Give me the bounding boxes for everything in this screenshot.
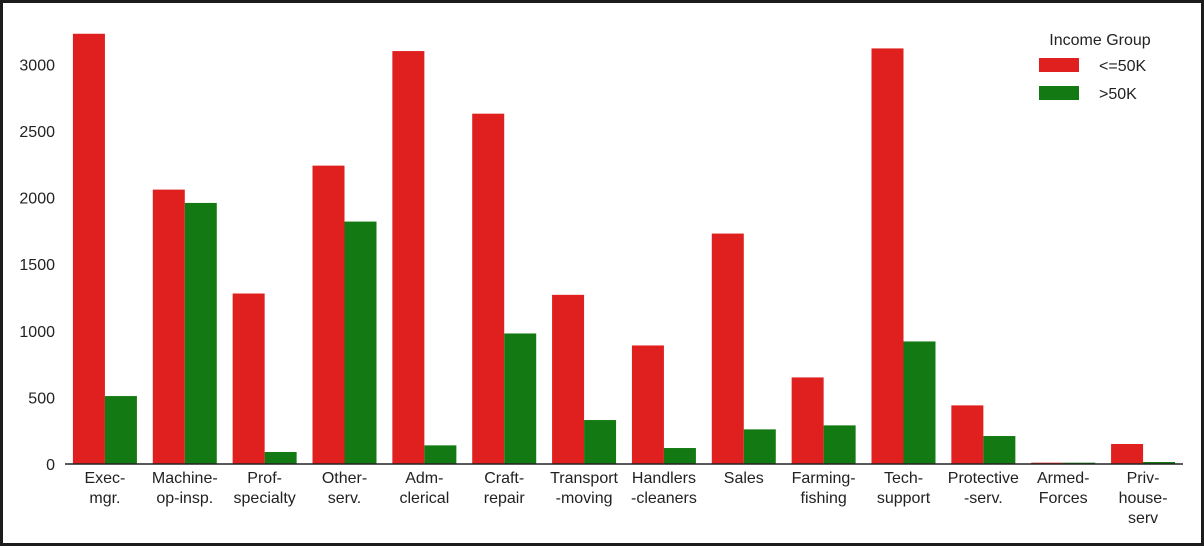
x-tick-8: Sales	[724, 470, 764, 487]
legend-swatch-gt50k	[1039, 86, 1079, 100]
x-tick-labels: Exec-mgr. Machine-op-insp. Prof-specialty O…	[84, 470, 1167, 527]
bar-gt50k-8	[743, 429, 776, 464]
legend-label-gt50k: >50K	[1099, 86, 1137, 103]
bar-gt50k-11	[983, 436, 1016, 464]
bar-le50k-8	[711, 233, 744, 464]
x-tick-7: Handlers -cleaners	[631, 470, 697, 507]
x-tick-0: Exec-mgr.	[84, 470, 125, 507]
bar-gt50k-6	[584, 420, 617, 464]
bar-gt50k-0	[104, 396, 137, 464]
y-tick-3000: 3000	[19, 57, 55, 74]
y-tick-1500: 1500	[19, 257, 55, 274]
bar-gt50k-10	[903, 341, 936, 464]
x-tick-5: Craft-repair	[484, 470, 526, 507]
bar-gt50k-2	[264, 452, 297, 464]
x-tick-1: Machine-op-insp.	[152, 470, 218, 507]
y-tick-500: 500	[28, 390, 55, 407]
bar-gt50k-4	[424, 445, 457, 464]
bar-gt50k-7	[663, 448, 696, 464]
bar-le50k-3	[312, 165, 345, 464]
bar-le50k-13	[1111, 444, 1144, 464]
bar-gt50k-5	[504, 333, 537, 464]
bar-le50k-4	[392, 51, 425, 464]
bar-chart: 0 500 1000 1500 2000 2500 3000 Exec-mgr. Machin…	[19, 32, 1183, 527]
bars-group	[72, 33, 1176, 465]
bar-le50k-10	[871, 48, 904, 464]
x-tick-4: Adm-clerical	[399, 470, 449, 507]
bar-gt50k-13	[1143, 462, 1176, 464]
bar-le50k-6	[552, 294, 585, 464]
y-tick-2500: 2500	[19, 124, 55, 141]
x-tick-11: Protective -serv.	[948, 470, 1019, 507]
legend: Income Group <=50K >50K	[1039, 32, 1151, 103]
bar-le50k-1	[152, 189, 185, 464]
legend-swatch-le50k	[1039, 58, 1079, 72]
legend-items: <=50K >50K	[1039, 58, 1146, 103]
legend-title: Income Group	[1049, 32, 1150, 49]
y-tick-labels: 0 500 1000 1500 2000 2500 3000	[19, 57, 55, 474]
bar-gt50k-9	[823, 425, 856, 464]
x-tick-13: Priv-house-serv	[1119, 470, 1168, 527]
y-tick-0: 0	[46, 457, 55, 474]
x-tick-9: Farming-fishing	[792, 470, 856, 507]
bar-le50k-2	[232, 293, 265, 464]
x-tick-10: Tech-support	[877, 470, 931, 507]
legend-label-le50k: <=50K	[1099, 58, 1146, 75]
x-tick-12: Armed-Forces	[1037, 470, 1089, 507]
x-tick-6: Transport -moving	[550, 470, 618, 507]
bar-le50k-7	[631, 345, 664, 464]
bar-le50k-11	[951, 405, 984, 464]
bar-le50k-9	[791, 377, 824, 464]
y-tick-1000: 1000	[19, 324, 55, 341]
bar-le50k-0	[72, 33, 105, 464]
y-tick-2000: 2000	[19, 191, 55, 208]
x-tick-3: Other-serv.	[322, 470, 367, 507]
bar-le50k-5	[472, 113, 505, 465]
x-tick-2: Prof-specialty	[234, 470, 296, 507]
bar-gt50k-3	[344, 221, 377, 464]
bar-gt50k-1	[184, 202, 217, 465]
